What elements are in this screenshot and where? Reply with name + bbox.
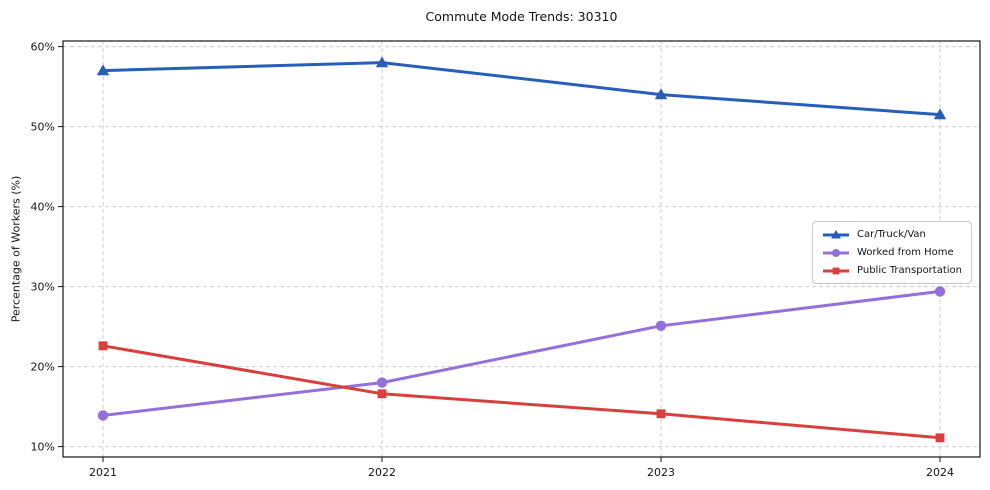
x-tick-label: 2021 (89, 466, 117, 479)
marker-circle (832, 248, 841, 257)
legend-item-worked-from-home: Worked from Home (822, 246, 962, 259)
marker-circle (934, 286, 946, 297)
marker-triangle (375, 56, 389, 68)
marker-square (832, 267, 840, 274)
marker-triangle (933, 108, 947, 120)
marker-triangle (831, 229, 842, 238)
marker-circle (97, 410, 109, 421)
marker-circle (376, 377, 388, 388)
series-line-public-transportation (101, 344, 942, 440)
y-tick-label: 30% (31, 281, 55, 294)
series-line-car-truck-van (101, 61, 942, 117)
legend-label: Public Transportation (857, 265, 962, 276)
y-tick-label: 60% (31, 41, 55, 54)
x-tick-label: 2023 (647, 466, 675, 479)
legend-item-public-transportation: Public Transportation (822, 264, 962, 277)
y-tick-label: 10% (31, 441, 55, 454)
legend-square-swatch (823, 267, 850, 274)
marker-triangle (96, 64, 110, 76)
y-tick-label: 50% (31, 121, 55, 134)
marker-circle (655, 320, 667, 331)
legend-label: Worked from Home (857, 247, 954, 258)
marker-square (935, 433, 945, 443)
legend-item-car-truck-van: Car/Truck/Van (822, 228, 962, 241)
y-tick-label: 40% (31, 201, 55, 214)
marker-square (656, 409, 666, 419)
plot-border (62, 40, 981, 458)
x-tick-label: 2024 (926, 466, 954, 479)
marker-square (377, 389, 387, 399)
legend-triangle-swatch (823, 229, 850, 238)
marker-triangle (654, 88, 668, 100)
x-tick-label: 2022 (368, 466, 396, 479)
legend-circle-swatch (823, 248, 850, 257)
series-line-worked-from-home (101, 289, 942, 417)
marker-square (98, 341, 108, 351)
legend-label: Car/Truck/Van (857, 229, 926, 240)
chart-title: Commute Mode Trends: 30310 (425, 9, 618, 24)
y-tick-label: 20% (31, 361, 55, 374)
legend: Car/Truck/Van Worked from Home Public Tran… (812, 221, 972, 284)
